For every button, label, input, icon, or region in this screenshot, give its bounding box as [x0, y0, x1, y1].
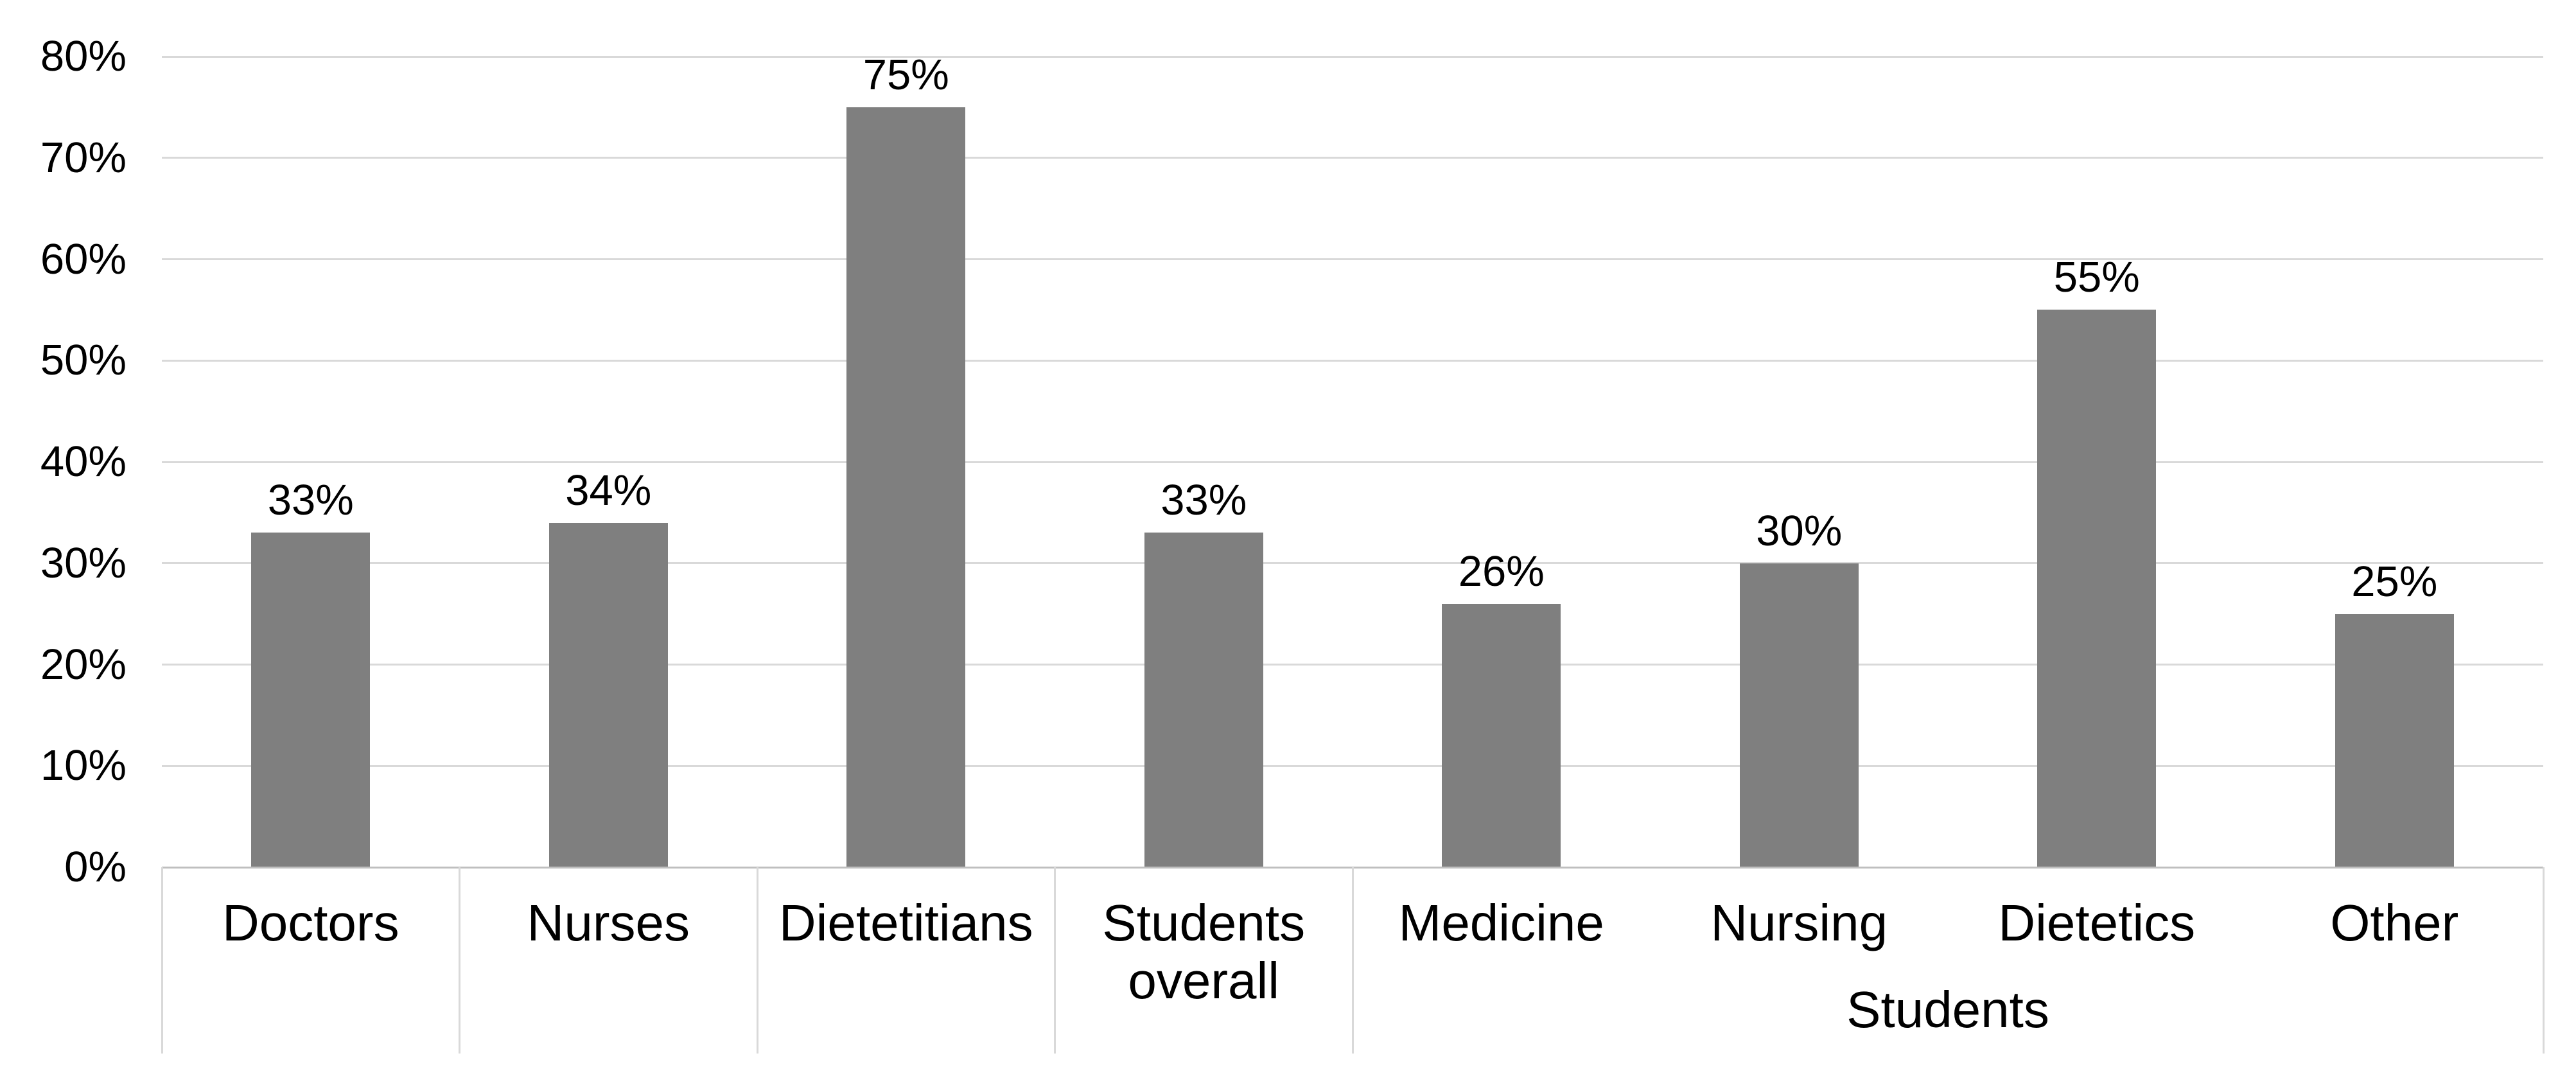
- bar-value-label: 33%: [267, 476, 354, 525]
- bar-value-label: 26%: [1458, 547, 1545, 595]
- bar: [251, 533, 371, 867]
- bar: [2335, 613, 2454, 867]
- x-axis-category-label: Nursing: [1710, 894, 1888, 951]
- category-divider: [2542, 867, 2545, 1054]
- x-axis-category-label: Medicine: [1398, 894, 1604, 951]
- gridline: [162, 764, 2543, 767]
- bar-value-label: 75%: [863, 50, 949, 99]
- category-divider: [756, 867, 758, 1054]
- bar-value-label: 30%: [1756, 506, 1843, 555]
- x-axis-category-label: Doctors: [222, 894, 399, 951]
- x-axis-category-label: Students overall: [1102, 894, 1306, 1009]
- y-axis-tick-label: 0%: [64, 843, 127, 891]
- y-axis-tick-label: 80%: [40, 32, 127, 80]
- category-divider: [1054, 867, 1056, 1054]
- y-axis-tick-label: 60%: [40, 234, 127, 283]
- x-axis-category-label: Dietetitians: [778, 894, 1033, 951]
- x-axis-group-label: Students: [1846, 981, 2049, 1038]
- x-axis-category-label: Nurses: [527, 894, 690, 951]
- gridline: [162, 258, 2543, 260]
- y-axis-tick-label: 20%: [40, 640, 127, 689]
- bar-value-label: 34%: [565, 466, 652, 515]
- bar: [548, 522, 668, 867]
- y-axis-tick-label: 50%: [40, 336, 127, 385]
- bar: [1144, 533, 1263, 867]
- x-axis-category-label: Other: [2330, 894, 2459, 951]
- bar: [1442, 603, 1561, 867]
- bar: [846, 107, 966, 867]
- bar-value-label: 33%: [1161, 476, 1247, 525]
- y-axis-tick-label: 10%: [40, 741, 127, 790]
- y-axis-tick-label: 70%: [40, 133, 127, 182]
- gridline: [162, 461, 2543, 463]
- gridline: [162, 157, 2543, 159]
- y-axis-tick-label: 40%: [40, 437, 127, 486]
- gridline: [162, 664, 2543, 666]
- category-divider: [459, 867, 460, 1054]
- bar: [1739, 563, 1859, 867]
- gridline: [162, 55, 2543, 58]
- category-divider: [161, 867, 163, 1054]
- x-axis-category-label: Dietetics: [1998, 894, 2196, 951]
- bar: [2037, 310, 2157, 867]
- category-divider: [1351, 867, 1354, 1054]
- y-axis-tick-label: 30%: [40, 538, 127, 587]
- gridline: [162, 562, 2543, 565]
- gridline: [162, 359, 2543, 362]
- bar-value-label: 25%: [2351, 557, 2438, 606]
- bar-value-label: 55%: [2053, 253, 2140, 302]
